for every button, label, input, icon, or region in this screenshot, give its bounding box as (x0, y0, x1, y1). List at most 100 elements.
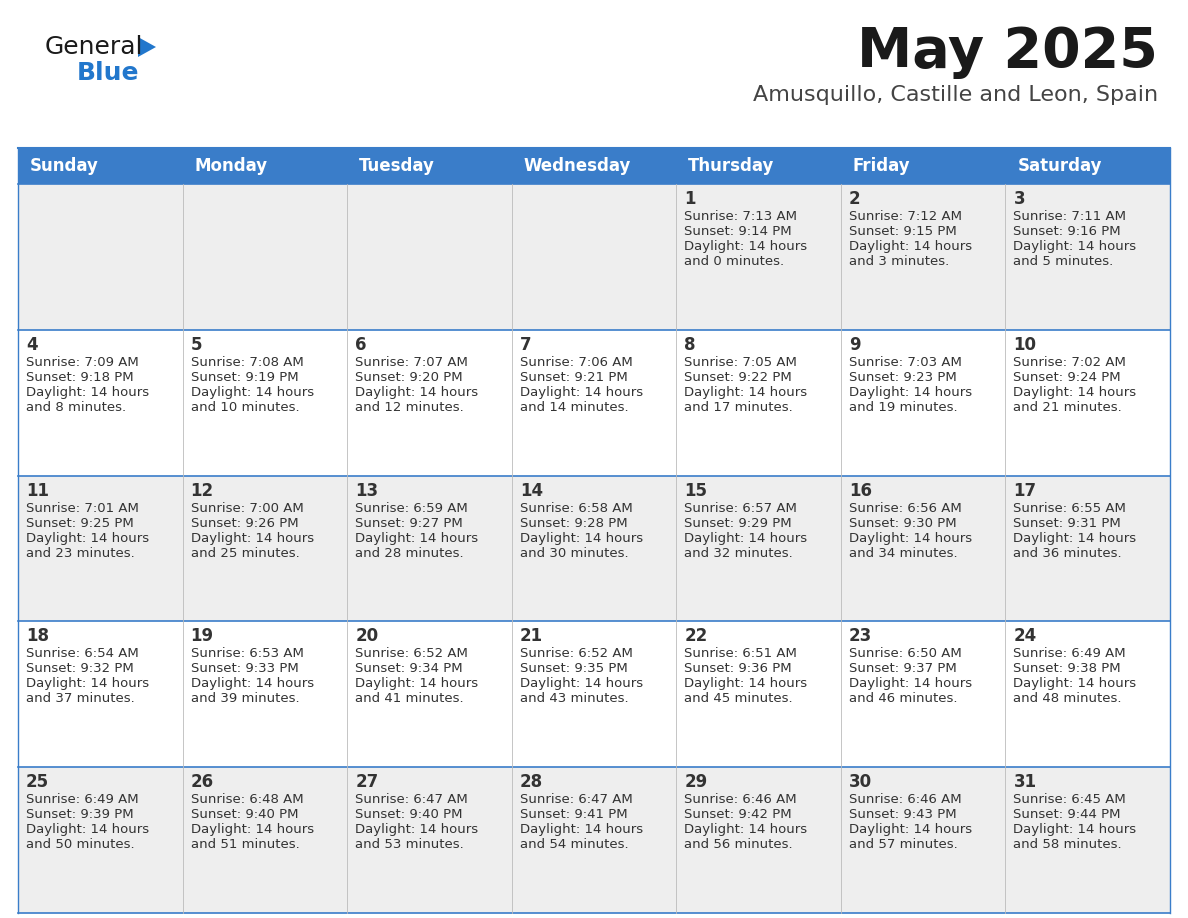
Text: and 21 minutes.: and 21 minutes. (1013, 401, 1123, 414)
Text: Daylight: 14 hours: Daylight: 14 hours (519, 823, 643, 836)
Bar (18, 184, 1170, 330)
Text: Sunset: 9:15 PM: Sunset: 9:15 PM (849, 225, 956, 238)
Text: and 39 minutes.: and 39 minutes. (190, 692, 299, 705)
Text: Daylight: 14 hours: Daylight: 14 hours (849, 532, 972, 544)
Text: Sunrise: 6:49 AM: Sunrise: 6:49 AM (26, 793, 139, 806)
Text: Daylight: 14 hours: Daylight: 14 hours (684, 532, 808, 544)
Text: Sunset: 9:43 PM: Sunset: 9:43 PM (849, 808, 956, 822)
Text: Sunrise: 7:11 AM: Sunrise: 7:11 AM (1013, 210, 1126, 223)
Text: Sunrise: 6:56 AM: Sunrise: 6:56 AM (849, 501, 961, 515)
Text: and 41 minutes.: and 41 minutes. (355, 692, 463, 705)
Text: Sunrise: 6:49 AM: Sunrise: 6:49 AM (1013, 647, 1126, 660)
Text: Sunrise: 7:07 AM: Sunrise: 7:07 AM (355, 356, 468, 369)
Text: Sunrise: 6:48 AM: Sunrise: 6:48 AM (190, 793, 303, 806)
Text: 10: 10 (1013, 336, 1036, 353)
Text: Sunset: 9:33 PM: Sunset: 9:33 PM (190, 663, 298, 676)
Text: Daylight: 14 hours: Daylight: 14 hours (1013, 532, 1137, 544)
Text: Sunrise: 6:57 AM: Sunrise: 6:57 AM (684, 501, 797, 515)
Text: 25: 25 (26, 773, 49, 791)
Text: Sunset: 9:24 PM: Sunset: 9:24 PM (1013, 371, 1121, 384)
Text: and 30 minutes.: and 30 minutes. (519, 546, 628, 560)
Text: Sunrise: 6:59 AM: Sunrise: 6:59 AM (355, 501, 468, 515)
Text: Sunset: 9:35 PM: Sunset: 9:35 PM (519, 663, 627, 676)
Text: Daylight: 14 hours: Daylight: 14 hours (684, 386, 808, 398)
Text: Sunset: 9:26 PM: Sunset: 9:26 PM (190, 517, 298, 530)
Text: Sunrise: 6:45 AM: Sunrise: 6:45 AM (1013, 793, 1126, 806)
Text: Sunset: 9:31 PM: Sunset: 9:31 PM (1013, 517, 1121, 530)
Text: Sunset: 9:40 PM: Sunset: 9:40 PM (355, 808, 462, 822)
Text: Sunset: 9:37 PM: Sunset: 9:37 PM (849, 663, 956, 676)
Text: Daylight: 14 hours: Daylight: 14 hours (519, 677, 643, 690)
Text: and 8 minutes.: and 8 minutes. (26, 401, 126, 414)
Text: Sunrise: 7:06 AM: Sunrise: 7:06 AM (519, 356, 632, 369)
Text: 22: 22 (684, 627, 708, 645)
Text: Daylight: 14 hours: Daylight: 14 hours (355, 532, 479, 544)
Text: Sunrise: 6:52 AM: Sunrise: 6:52 AM (519, 647, 632, 660)
Text: Sunrise: 7:09 AM: Sunrise: 7:09 AM (26, 356, 139, 369)
Text: Sunset: 9:40 PM: Sunset: 9:40 PM (190, 808, 298, 822)
Text: Sunset: 9:44 PM: Sunset: 9:44 PM (1013, 808, 1121, 822)
Bar (18, 767, 1170, 913)
Text: Sunrise: 7:12 AM: Sunrise: 7:12 AM (849, 210, 962, 223)
Text: Sunrise: 7:01 AM: Sunrise: 7:01 AM (26, 501, 139, 515)
Text: Thursday: Thursday (688, 157, 775, 175)
Text: 3: 3 (1013, 190, 1025, 208)
Text: Sunset: 9:25 PM: Sunset: 9:25 PM (26, 517, 134, 530)
Text: Daylight: 14 hours: Daylight: 14 hours (519, 386, 643, 398)
Text: and 32 minutes.: and 32 minutes. (684, 546, 794, 560)
Text: Sunset: 9:21 PM: Sunset: 9:21 PM (519, 371, 627, 384)
Text: and 23 minutes.: and 23 minutes. (26, 546, 134, 560)
Text: Sunset: 9:16 PM: Sunset: 9:16 PM (1013, 225, 1121, 238)
Text: Sunset: 9:30 PM: Sunset: 9:30 PM (849, 517, 956, 530)
Text: and 14 minutes.: and 14 minutes. (519, 401, 628, 414)
Text: 20: 20 (355, 627, 378, 645)
Text: Sunset: 9:39 PM: Sunset: 9:39 PM (26, 808, 133, 822)
Text: Sunset: 9:38 PM: Sunset: 9:38 PM (1013, 663, 1121, 676)
Text: 31: 31 (1013, 773, 1037, 791)
Text: Daylight: 14 hours: Daylight: 14 hours (1013, 240, 1137, 253)
Bar (18, 621, 1170, 767)
Text: Sunrise: 6:46 AM: Sunrise: 6:46 AM (684, 793, 797, 806)
Text: Sunset: 9:23 PM: Sunset: 9:23 PM (849, 371, 956, 384)
Text: and 45 minutes.: and 45 minutes. (684, 692, 792, 705)
Text: 23: 23 (849, 627, 872, 645)
Text: and 43 minutes.: and 43 minutes. (519, 692, 628, 705)
Text: Daylight: 14 hours: Daylight: 14 hours (1013, 386, 1137, 398)
Text: Sunrise: 7:08 AM: Sunrise: 7:08 AM (190, 356, 303, 369)
Text: Sunrise: 7:00 AM: Sunrise: 7:00 AM (190, 501, 303, 515)
Text: Blue: Blue (77, 61, 139, 85)
Text: Daylight: 14 hours: Daylight: 14 hours (26, 386, 150, 398)
Text: Daylight: 14 hours: Daylight: 14 hours (1013, 823, 1137, 836)
Text: and 25 minutes.: and 25 minutes. (190, 546, 299, 560)
Text: and 48 minutes.: and 48 minutes. (1013, 692, 1121, 705)
Text: 29: 29 (684, 773, 708, 791)
Text: and 34 minutes.: and 34 minutes. (849, 546, 958, 560)
Text: Sunset: 9:42 PM: Sunset: 9:42 PM (684, 808, 792, 822)
Text: Monday: Monday (195, 157, 267, 175)
Text: Friday: Friday (853, 157, 910, 175)
Text: 26: 26 (190, 773, 214, 791)
Text: Sunrise: 7:02 AM: Sunrise: 7:02 AM (1013, 356, 1126, 369)
Text: Sunset: 9:28 PM: Sunset: 9:28 PM (519, 517, 627, 530)
Text: Sunset: 9:34 PM: Sunset: 9:34 PM (355, 663, 463, 676)
Text: 19: 19 (190, 627, 214, 645)
Text: and 54 minutes.: and 54 minutes. (519, 838, 628, 851)
Text: Daylight: 14 hours: Daylight: 14 hours (26, 532, 150, 544)
Text: Sunrise: 7:05 AM: Sunrise: 7:05 AM (684, 356, 797, 369)
Text: Daylight: 14 hours: Daylight: 14 hours (355, 677, 479, 690)
Text: Daylight: 14 hours: Daylight: 14 hours (190, 386, 314, 398)
Text: and 56 minutes.: and 56 minutes. (684, 838, 792, 851)
Text: Sunset: 9:36 PM: Sunset: 9:36 PM (684, 663, 792, 676)
Text: Sunday: Sunday (30, 157, 99, 175)
Text: Sunset: 9:41 PM: Sunset: 9:41 PM (519, 808, 627, 822)
Text: Daylight: 14 hours: Daylight: 14 hours (849, 823, 972, 836)
Text: Sunrise: 6:52 AM: Sunrise: 6:52 AM (355, 647, 468, 660)
Bar (18, 148, 1170, 184)
Text: 15: 15 (684, 482, 707, 499)
Text: 16: 16 (849, 482, 872, 499)
Text: Daylight: 14 hours: Daylight: 14 hours (355, 823, 479, 836)
Text: Sunset: 9:29 PM: Sunset: 9:29 PM (684, 517, 792, 530)
Text: Daylight: 14 hours: Daylight: 14 hours (190, 823, 314, 836)
Text: Sunrise: 6:53 AM: Sunrise: 6:53 AM (190, 647, 303, 660)
Text: and 19 minutes.: and 19 minutes. (849, 401, 958, 414)
